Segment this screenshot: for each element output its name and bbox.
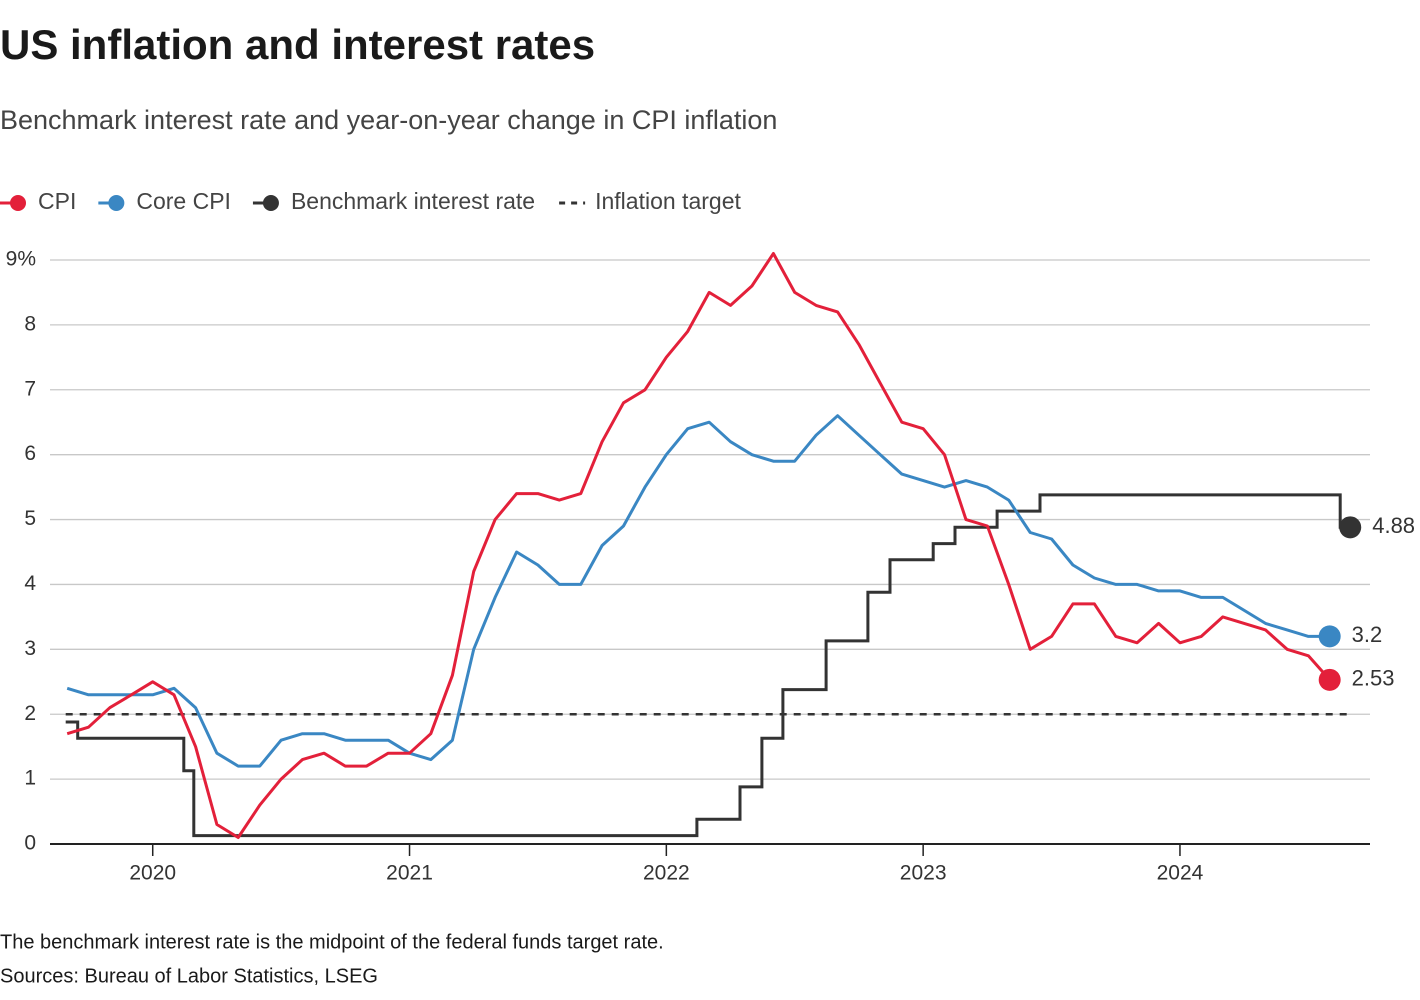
x-tick-label: 2024: [1157, 862, 1204, 885]
chart-title: US inflation and interest rates: [0, 21, 595, 68]
x-tick-label: 2022: [643, 862, 690, 885]
series-line: [65, 493, 1351, 838]
end-label: 3.2: [1352, 622, 1383, 647]
legend-label: Inflation target: [595, 188, 741, 214]
legend-label: CPI: [38, 188, 76, 214]
y-tick-label: 0: [24, 832, 36, 855]
end-point: [1318, 668, 1341, 691]
end-point: [1339, 516, 1362, 539]
x-tick-label: 2021: [386, 862, 433, 885]
series-line: [66, 252, 1331, 839]
series-line: [66, 414, 1330, 768]
end-point: [1318, 625, 1341, 648]
legend-swatch-dot: [108, 195, 125, 211]
legend-label: Benchmark interest rate: [291, 188, 535, 214]
chart-subtitle: Benchmark interest rate and year-on-year…: [0, 105, 777, 135]
chart-source: Sources: Bureau of Labor Statistics, LSE…: [0, 965, 378, 987]
y-tick-label: 9%: [6, 248, 36, 271]
y-tick-label: 5: [24, 507, 36, 530]
end-label: 4.88: [1372, 513, 1415, 538]
y-tick-label: 1: [24, 767, 36, 790]
y-tick-label: 7: [24, 377, 36, 400]
legend-label: Core CPI: [136, 188, 231, 214]
y-tick-label: 3: [24, 637, 36, 660]
y-tick-label: 2: [24, 702, 36, 725]
x-tick-label: 2023: [900, 862, 947, 885]
y-tick-label: 4: [24, 572, 36, 595]
y-tick-label: 8: [24, 312, 36, 335]
legend-swatch-dot: [262, 195, 279, 211]
end-label: 2.53: [1352, 666, 1395, 691]
y-tick-label: 6: [24, 442, 36, 465]
x-tick-label: 2020: [129, 862, 176, 885]
chart-note: The benchmark interest rate is the midpo…: [0, 931, 664, 953]
legend-swatch-dot: [10, 195, 26, 211]
